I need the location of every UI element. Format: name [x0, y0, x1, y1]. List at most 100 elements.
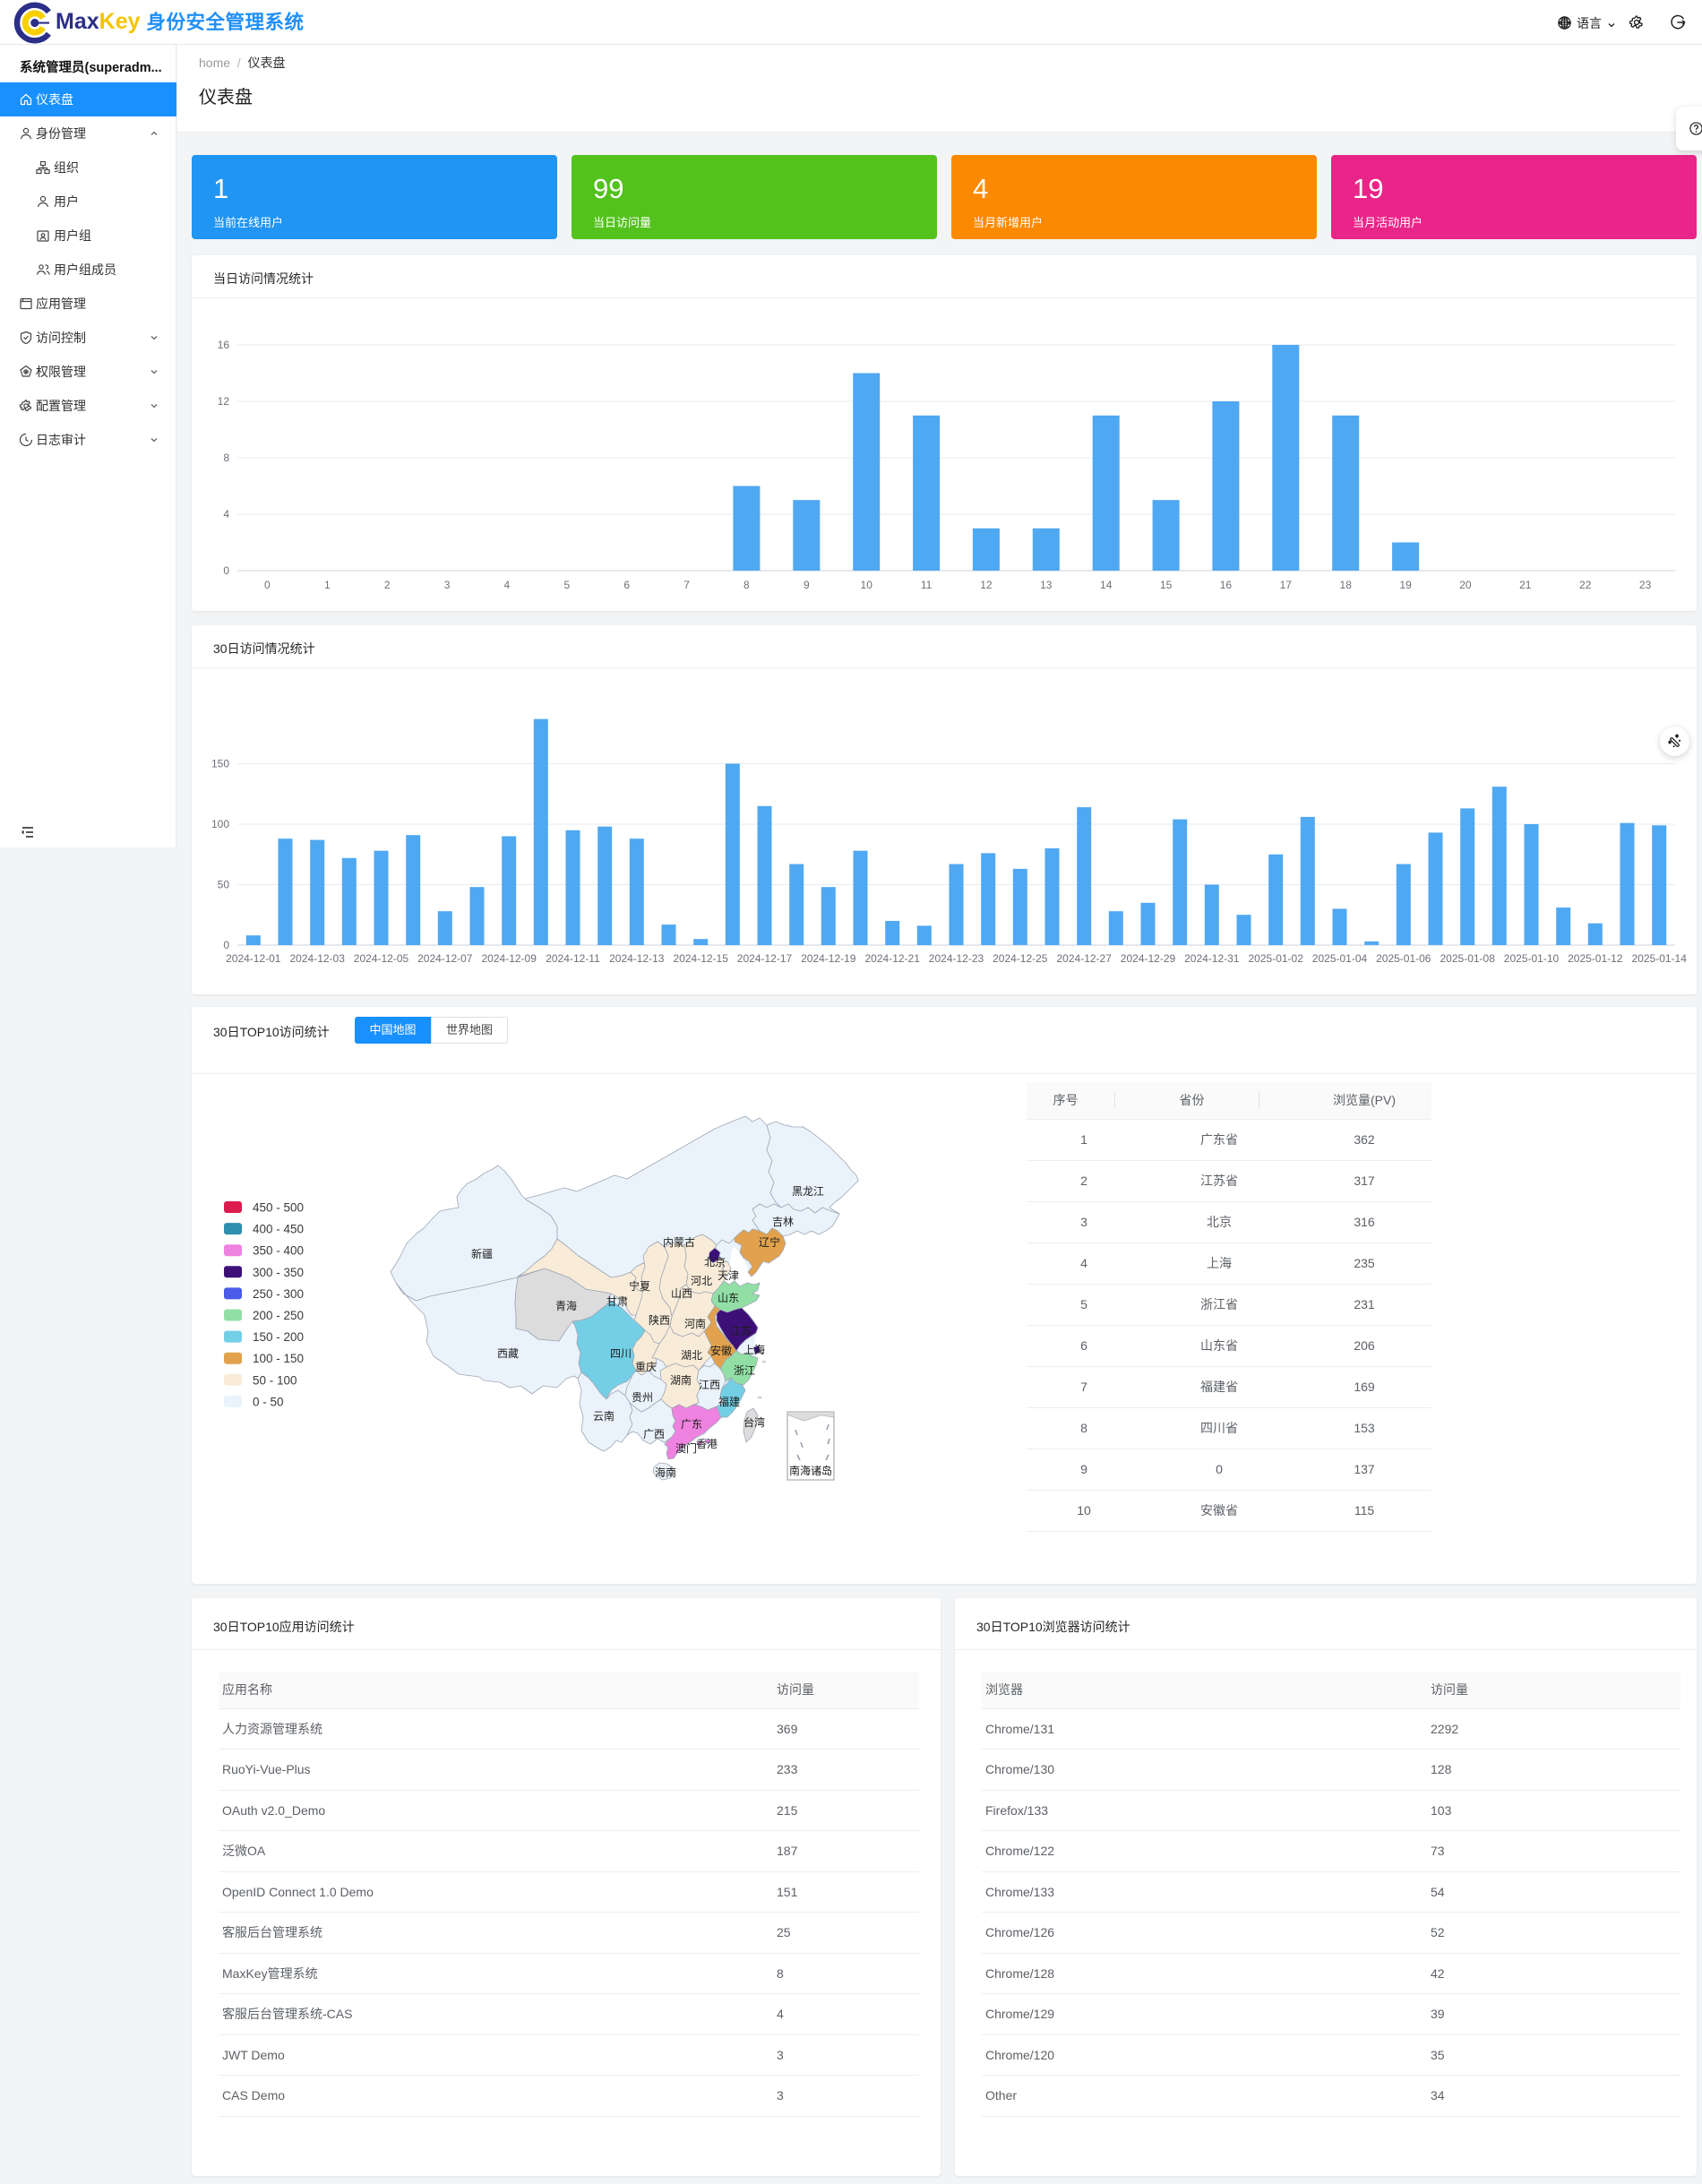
svg-text:350 - 400: 350 - 400	[253, 1244, 304, 1258]
svg-text:广东: 广东	[681, 1418, 702, 1431]
svg-text:湖南: 湖南	[670, 1373, 692, 1387]
svg-text:2024-12-05: 2024-12-05	[354, 952, 409, 965]
svg-text:13: 13	[1040, 579, 1053, 591]
svg-text:青海: 青海	[555, 1299, 577, 1312]
svg-text:新疆: 新疆	[471, 1247, 493, 1260]
svg-text:7: 7	[683, 579, 690, 591]
svg-text:0: 0	[223, 564, 229, 577]
svg-text:河北: 河北	[691, 1275, 712, 1287]
svg-text:2025-01-06: 2025-01-06	[1376, 952, 1431, 965]
svg-text:辽宁: 辽宁	[759, 1235, 780, 1249]
svg-text:450 - 500: 450 - 500	[253, 1201, 304, 1215]
svg-text:台湾: 台湾	[744, 1415, 765, 1429]
svg-text:上海: 上海	[744, 1343, 765, 1356]
svg-text:0 - 50: 0 - 50	[253, 1395, 284, 1408]
svg-text:2024-12-27: 2024-12-27	[1057, 952, 1113, 965]
svg-text:湖北: 湖北	[681, 1348, 702, 1362]
svg-text:四川: 四川	[610, 1347, 632, 1360]
svg-text:南海诸岛: 南海诸岛	[789, 1464, 832, 1477]
svg-text:0: 0	[223, 939, 229, 951]
svg-text:2024-12-15: 2024-12-15	[674, 952, 729, 965]
svg-text:2024-12-23: 2024-12-23	[929, 952, 984, 965]
svg-text:400 - 450: 400 - 450	[253, 1223, 304, 1236]
svg-text:2025-01-04: 2025-01-04	[1312, 952, 1368, 965]
svg-text:14: 14	[1100, 579, 1113, 591]
svg-text:8: 8	[223, 451, 229, 464]
svg-text:5: 5	[563, 579, 570, 591]
svg-text:21: 21	[1519, 579, 1532, 591]
svg-text:1: 1	[324, 579, 331, 591]
svg-text:天津: 天津	[718, 1269, 739, 1282]
svg-text:2025-01-02: 2025-01-02	[1249, 952, 1304, 965]
svg-text:2024-12-25: 2024-12-25	[993, 952, 1048, 965]
svg-text:福建: 福建	[718, 1395, 740, 1408]
svg-text:陕西: 陕西	[649, 1313, 670, 1327]
svg-text:250 - 300: 250 - 300	[253, 1287, 304, 1301]
svg-text:北京: 北京	[704, 1256, 726, 1268]
svg-text:江西: 江西	[699, 1379, 720, 1391]
svg-text:8: 8	[744, 579, 750, 591]
svg-text:4: 4	[504, 579, 511, 591]
svg-text:12: 12	[218, 395, 230, 408]
svg-text:200 - 250: 200 - 250	[253, 1309, 304, 1322]
svg-text:100 - 150: 100 - 150	[253, 1352, 304, 1365]
svg-text:19: 19	[1399, 579, 1412, 591]
svg-text:6: 6	[623, 579, 630, 591]
svg-text:150 - 200: 150 - 200	[253, 1330, 304, 1344]
svg-text:22: 22	[1579, 579, 1592, 591]
svg-text:重庆: 重庆	[635, 1361, 657, 1373]
svg-text:贵州: 贵州	[632, 1391, 653, 1404]
svg-text:4: 4	[223, 508, 229, 520]
svg-text:2024-12-19: 2024-12-19	[801, 952, 856, 965]
svg-text:50 - 100: 50 - 100	[253, 1373, 297, 1387]
svg-text:10: 10	[861, 579, 873, 591]
svg-text:2025-01-12: 2025-01-12	[1568, 952, 1623, 965]
svg-text:甘肃: 甘肃	[606, 1295, 628, 1308]
svg-text:2025-01-14: 2025-01-14	[1632, 952, 1688, 965]
svg-text:17: 17	[1280, 579, 1293, 591]
svg-text:2024-12-29: 2024-12-29	[1121, 952, 1176, 965]
svg-text:12: 12	[980, 579, 993, 591]
svg-text:澳门: 澳门	[675, 1441, 697, 1455]
svg-text:浙江: 浙江	[734, 1364, 755, 1377]
svg-text:2024-12-31: 2024-12-31	[1184, 952, 1240, 965]
svg-text:香港: 香港	[696, 1438, 718, 1450]
svg-text:20: 20	[1459, 579, 1472, 591]
svg-text:2024-12-09: 2024-12-09	[482, 952, 537, 965]
svg-text:江苏: 江苏	[730, 1325, 752, 1337]
svg-text:2024-12-11: 2024-12-11	[546, 952, 600, 965]
svg-text:海南: 海南	[655, 1466, 676, 1479]
svg-text:150: 150	[211, 758, 229, 770]
svg-text:23: 23	[1639, 579, 1652, 591]
svg-text:2025-01-08: 2025-01-08	[1440, 952, 1496, 965]
svg-text:2024-12-07: 2024-12-07	[417, 952, 473, 965]
svg-text:18: 18	[1340, 579, 1353, 591]
svg-text:2024-12-01: 2024-12-01	[226, 952, 281, 965]
svg-text:2024-12-03: 2024-12-03	[290, 952, 346, 965]
svg-text:100: 100	[211, 818, 229, 830]
svg-text:宁夏: 宁夏	[629, 1279, 650, 1293]
svg-text:西藏: 西藏	[497, 1347, 519, 1360]
svg-text:2024-12-21: 2024-12-21	[865, 952, 921, 965]
svg-text:0: 0	[264, 579, 271, 591]
svg-text:内蒙古: 内蒙古	[663, 1235, 695, 1249]
svg-text:吉林: 吉林	[772, 1216, 794, 1228]
svg-text:16: 16	[218, 339, 230, 351]
svg-text:2: 2	[384, 579, 391, 591]
svg-text:2025-01-10: 2025-01-10	[1504, 952, 1560, 965]
svg-text:50: 50	[218, 879, 230, 891]
svg-text:广西: 广西	[643, 1428, 665, 1440]
svg-text:山东: 山东	[718, 1292, 739, 1304]
svg-text:3: 3	[444, 579, 451, 591]
svg-text:2024-12-13: 2024-12-13	[609, 952, 665, 965]
svg-text:15: 15	[1160, 579, 1173, 591]
svg-text:9: 9	[804, 579, 810, 591]
svg-text:16: 16	[1220, 579, 1233, 591]
svg-text:黑龙江: 黑龙江	[792, 1185, 824, 1198]
svg-text:山西: 山西	[671, 1287, 692, 1300]
svg-text:300 - 350: 300 - 350	[253, 1266, 304, 1279]
svg-text:11: 11	[921, 579, 933, 591]
svg-text:云南: 云南	[593, 1409, 615, 1423]
svg-text:2024-12-17: 2024-12-17	[737, 952, 793, 965]
svg-text:河南: 河南	[684, 1317, 706, 1330]
